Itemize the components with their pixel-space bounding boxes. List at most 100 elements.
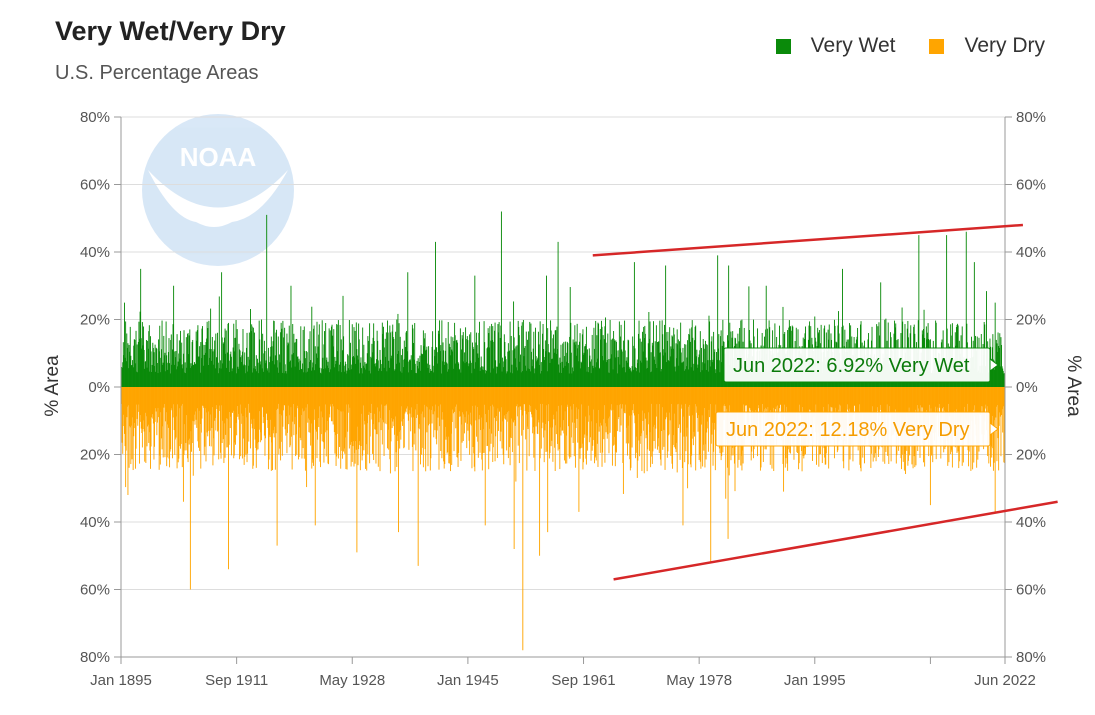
very-wet-bar bbox=[403, 367, 405, 387]
very-wet-bar bbox=[392, 337, 394, 387]
very-dry-bar bbox=[649, 387, 651, 433]
very-dry-bar bbox=[567, 387, 569, 407]
very-dry-bar bbox=[160, 387, 162, 413]
very-dry-bar bbox=[366, 387, 368, 424]
very-wet-bar bbox=[703, 348, 705, 387]
very-wet-bar bbox=[174, 357, 176, 387]
tooltip-very-wet-text: Jun 2022: 6.92% Very Wet bbox=[733, 355, 970, 377]
very-dry-bar bbox=[285, 387, 287, 417]
very-dry-bar bbox=[254, 387, 256, 430]
legend-item-very-dry[interactable]: Very Dry bbox=[929, 34, 1045, 58]
very-dry-bar bbox=[502, 387, 504, 422]
y-axis-title-left: % Area bbox=[42, 355, 63, 417]
very-dry-swatch bbox=[929, 38, 945, 54]
very-dry-bar bbox=[1001, 387, 1002, 416]
very-dry-bar bbox=[608, 387, 610, 454]
very-dry-bar bbox=[791, 387, 793, 423]
very-dry-bar bbox=[510, 387, 512, 438]
very-wet-bar bbox=[637, 333, 639, 387]
very-dry-bar bbox=[554, 387, 556, 448]
very-dry-bar bbox=[457, 387, 459, 467]
very-dry-bar bbox=[969, 387, 971, 430]
very-wet-bar bbox=[602, 355, 604, 387]
very-wet-bar bbox=[210, 349, 212, 387]
very-dry-bar bbox=[778, 387, 780, 412]
very-dry-bar bbox=[642, 387, 643, 411]
legend-item-very-wet[interactable]: Very Wet bbox=[775, 34, 896, 58]
very-dry-bar bbox=[363, 387, 365, 451]
very-dry-bar bbox=[596, 387, 598, 424]
very-dry-bar bbox=[367, 387, 369, 415]
very-dry-bar bbox=[671, 387, 673, 464]
very-wet-bar bbox=[306, 351, 308, 387]
very-dry-bar bbox=[598, 387, 600, 411]
very-dry-bar bbox=[313, 387, 314, 466]
very-dry-bar bbox=[768, 387, 769, 425]
legend-label-very-wet: Very Wet bbox=[810, 34, 896, 57]
very-dry-bar bbox=[396, 387, 398, 436]
very-wet-bar bbox=[284, 327, 286, 387]
very-dry-bar bbox=[189, 387, 191, 439]
very-dry-bar bbox=[910, 387, 912, 430]
very-wet-bar bbox=[304, 351, 306, 387]
very-dry-bar bbox=[159, 387, 161, 465]
very-wet-bar bbox=[554, 330, 556, 387]
very-wet-bar bbox=[324, 331, 325, 387]
very-dry-bar bbox=[709, 387, 711, 418]
very-wet-bar bbox=[1003, 373, 1005, 387]
very-dry-bar bbox=[931, 387, 933, 433]
very-wet-bar bbox=[432, 331, 434, 387]
very-wet-bar bbox=[597, 322, 599, 387]
very-dry-bar bbox=[158, 387, 160, 470]
very-wet-bar bbox=[286, 333, 288, 387]
very-dry-bar bbox=[986, 387, 988, 407]
very-dry-bar bbox=[701, 387, 702, 425]
very-dry-bar bbox=[334, 387, 336, 454]
very-dry-bar bbox=[839, 387, 841, 405]
very-wet-bar bbox=[586, 371, 588, 387]
very-dry-bar bbox=[329, 387, 331, 407]
very-dry-bar bbox=[774, 387, 776, 413]
very-wet-bar bbox=[491, 340, 493, 387]
very-wet-bar bbox=[414, 363, 416, 387]
very-dry-bar bbox=[685, 387, 687, 452]
very-wet-bar bbox=[129, 326, 131, 387]
very-wet-bar bbox=[624, 320, 626, 387]
very-dry-bar bbox=[282, 387, 284, 411]
very-wet-bar bbox=[154, 366, 155, 387]
y-tick-label-left: 0% bbox=[88, 379, 110, 396]
very-wet-bar bbox=[203, 365, 205, 387]
very-dry-bar bbox=[385, 387, 387, 406]
very-dry-bar bbox=[556, 387, 558, 412]
very-wet-bar bbox=[260, 361, 262, 387]
very-wet-bar bbox=[413, 342, 415, 387]
very-dry-bar bbox=[289, 387, 291, 446]
very-dry-bar bbox=[643, 387, 645, 431]
very-wet-bar bbox=[303, 372, 305, 387]
very-dry-bar bbox=[580, 387, 582, 405]
very-wet-bar bbox=[580, 361, 582, 387]
y-tick-label-left: 60% bbox=[80, 582, 110, 599]
very-wet-bar bbox=[412, 328, 414, 387]
very-dry-bar bbox=[640, 387, 642, 434]
very-wet-bar bbox=[357, 355, 358, 387]
very-dry-bar bbox=[993, 387, 995, 463]
very-dry-bar bbox=[862, 387, 864, 434]
very-dry-bar bbox=[470, 387, 472, 426]
very-wet-bar bbox=[521, 322, 523, 387]
very-dry-bar bbox=[820, 387, 822, 432]
very-dry-bar bbox=[484, 387, 486, 405]
very-dry-bar bbox=[191, 387, 193, 421]
very-wet-bar bbox=[642, 331, 643, 387]
very-wet-bar bbox=[329, 330, 331, 387]
very-wet-bar bbox=[502, 357, 504, 387]
very-dry-bar bbox=[573, 387, 575, 405]
very-wet-bar bbox=[466, 361, 468, 387]
very-wet-bar bbox=[173, 285, 175, 387]
very-wet-bar bbox=[705, 369, 707, 387]
very-wet-bar bbox=[566, 341, 568, 387]
very-wet-bar bbox=[190, 363, 192, 387]
y-tick-label-left: 20% bbox=[80, 312, 110, 329]
very-dry-bar bbox=[328, 387, 330, 465]
very-dry-bar bbox=[162, 387, 164, 427]
